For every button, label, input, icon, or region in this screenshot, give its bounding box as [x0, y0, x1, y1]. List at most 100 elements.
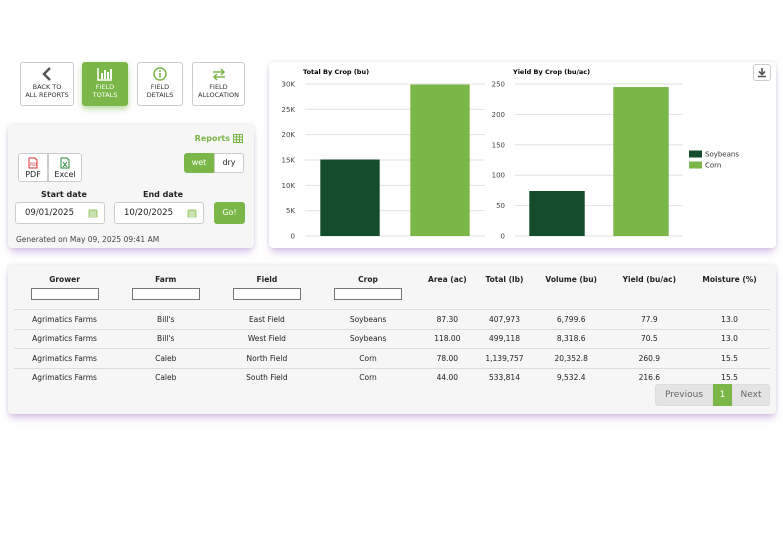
table-cell: Soybeans: [317, 328, 419, 349]
column-header: Total (lb): [476, 271, 533, 310]
table-cell: 15.5: [689, 348, 770, 368]
table-cell: 20,352.8: [532, 348, 610, 368]
icon: [60, 157, 70, 169]
column-header: Yield (bu/ac): [610, 271, 690, 310]
y-tick-label: 15K: [282, 157, 296, 165]
column-header: Crop: [317, 271, 418, 310]
calendar-icon[interactable]: [88, 208, 98, 218]
nav-label: BACK TO: [32, 83, 62, 91]
icon: [758, 68, 766, 78]
legend-swatch: [689, 150, 702, 158]
table-cell: Bill's: [115, 309, 217, 329]
table-cell: 216.6: [609, 367, 690, 387]
nav-label: DETAILS: [146, 91, 174, 99]
table-row: Agrimatics Farms Caleb South Field Corn 44.0…: [14, 367, 770, 387]
header-text: Yield (bu/ac): [622, 275, 677, 284]
nav-label: FIELD: [150, 83, 170, 91]
table-row: Agrimatics Farms Bill's West Field Soybeans…: [14, 328, 770, 349]
table-cell: West Field: [216, 328, 318, 349]
svg-text:PDF: PDF: [30, 162, 38, 167]
filter-input[interactable]: [232, 288, 301, 300]
header-text: Grower: [49, 275, 80, 284]
table-cell: Corn: [317, 348, 419, 368]
field-allocation-button[interactable]: FIELD ALLOCATION: [192, 62, 245, 106]
generated-text: Generated on May 09, 2025 09:41 AM: [16, 235, 160, 244]
button-label: PDF: [25, 170, 41, 179]
table-cell: 13.0: [689, 328, 770, 349]
calendar-icon[interactable]: [187, 208, 197, 218]
column-header: Moisture (%): [689, 271, 770, 310]
icon: [153, 67, 167, 81]
y-tick-label: 100: [492, 172, 505, 180]
legend-label: Corn: [705, 162, 721, 170]
header-text: Field: [256, 275, 278, 284]
header-row: Grower Farm Field Crop Area (ac) Total (lb) Vo…: [14, 271, 770, 310]
nav-label: ALL REPORTS: [25, 91, 69, 99]
table-cell: Bill's: [115, 328, 217, 349]
column-header: Grower: [14, 271, 115, 310]
end-date-input[interactable]: 10/20/2025: [114, 202, 204, 224]
column-header: Volume (bu): [533, 271, 610, 310]
bar: [613, 87, 669, 236]
field-details-button[interactable]: FIELD DETAILS: [137, 62, 183, 106]
table-cell: 6,799.6: [532, 309, 610, 329]
page-button[interactable]: 1: [713, 384, 732, 406]
previous-button[interactable]: Previous: [655, 384, 713, 406]
go-button[interactable]: Go!: [214, 202, 245, 224]
y-tick-label: 5K: [286, 207, 295, 215]
button-label: Excel: [54, 170, 76, 179]
dry-toggle[interactable]: dry: [214, 153, 244, 173]
bar: [320, 159, 380, 236]
table-row: Agrimatics Farms Bill's East Field Soybeans…: [14, 309, 770, 329]
reports-link[interactable]: Reports: [194, 134, 230, 143]
column-header: Farm: [115, 271, 216, 310]
table-cell: 13.0: [689, 309, 770, 329]
table-cell: 9,532.4: [532, 367, 610, 387]
y-tick-label: 0: [501, 233, 505, 241]
pdf-button[interactable]: PDF PDF: [18, 153, 48, 182]
y-tick-label: 0: [291, 233, 295, 241]
download-button[interactable]: [753, 64, 771, 81]
chart-panel: Total By Crop (bu) 0 5K 10K 15K 20K 25K 30K Yiel…: [269, 62, 776, 248]
nav-label: FIELD: [209, 83, 228, 91]
table-cell: 8,318.6: [532, 328, 610, 349]
excel-button[interactable]: Excel: [48, 153, 82, 182]
table-cell: North Field: [216, 348, 318, 368]
chart-title: Yield By Crop (bu/ac): [512, 68, 590, 76]
bar: [410, 84, 470, 236]
bar: [529, 191, 585, 236]
table-cell: 499,118: [476, 328, 533, 349]
wet-toggle[interactable]: wet: [184, 153, 214, 173]
filter-input[interactable]: [30, 288, 99, 300]
y-tick-label: 200: [492, 111, 505, 119]
icon: [233, 134, 243, 143]
field-totals-button[interactable]: FIELD TOTALS: [82, 62, 128, 106]
table-cell: 70.5: [609, 328, 690, 349]
start-label: Start date: [41, 190, 87, 199]
table-cell: East Field: [216, 309, 318, 329]
icon: [212, 68, 225, 81]
table-panel: Grower Farm Field Crop Area (ac) Total (lb) Vo…: [8, 265, 776, 414]
header-text: Moisture (%): [702, 275, 757, 284]
end-label: End date: [143, 190, 184, 199]
filter-input[interactable]: [334, 288, 403, 300]
table-row: Agrimatics Farms Caleb North Field Corn 78.0…: [14, 348, 770, 368]
table-cell: 260.9: [609, 348, 690, 368]
table-cell: 44.00: [418, 367, 477, 387]
table-cell: South Field: [216, 367, 318, 387]
start-date-input[interactable]: 09/01/2025: [15, 202, 105, 224]
table-cell: 533,814: [476, 367, 533, 387]
icon: PDF: [28, 157, 38, 169]
y-tick-label: 30K: [282, 81, 296, 89]
next-button[interactable]: Next: [732, 384, 770, 406]
y-tick-label: 250: [492, 81, 505, 89]
back-button[interactable]: BACK TO ALL REPORTS: [20, 62, 74, 106]
header-text: Area (ac): [428, 275, 467, 284]
nav-label: ALLOCATION: [198, 91, 239, 99]
table-cell: Agrimatics Farms: [14, 348, 116, 368]
table-cell: Agrimatics Farms: [14, 309, 116, 329]
filter-input[interactable]: [131, 288, 200, 300]
table-cell: 77.9: [609, 309, 690, 329]
chart-title: Total By Crop (bu): [303, 68, 369, 76]
